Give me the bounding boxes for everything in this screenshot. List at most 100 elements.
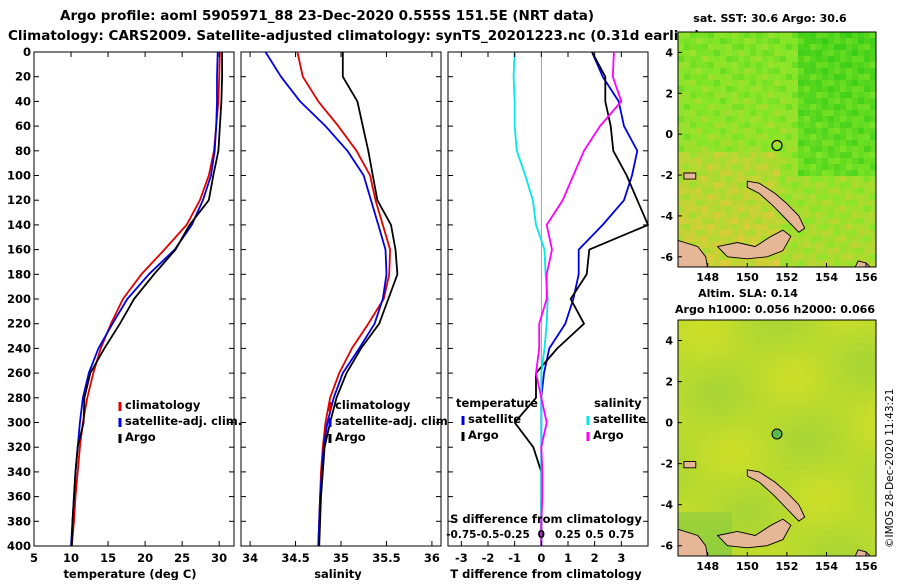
- heatmap-cell: [816, 242, 823, 249]
- heatmap-cell: [804, 524, 811, 531]
- heatmap-cell: [864, 458, 871, 465]
- x-tick-label: 3: [617, 551, 625, 565]
- heatmap-cell: [678, 206, 685, 213]
- heatmap-cell: [774, 164, 781, 171]
- heatmap-cell: [780, 56, 787, 63]
- heatmap-cell: [810, 236, 817, 243]
- heatmap-cell: [852, 212, 859, 219]
- heatmap-cell: [696, 62, 703, 69]
- heatmap-cell: [750, 122, 757, 129]
- heatmap-cell: [870, 200, 876, 207]
- heatmap-cell: [792, 518, 799, 525]
- heatmap-cell: [792, 164, 799, 171]
- heatmap-cell: [840, 98, 847, 105]
- heatmap-cell: [840, 542, 847, 549]
- heatmap-cell: [684, 236, 691, 243]
- heatmap-cell: [678, 230, 685, 237]
- heatmap-cell: [708, 530, 715, 537]
- heatmap-cell: [738, 224, 745, 231]
- heatmap-cell: [870, 170, 876, 177]
- heatmap-cell: [804, 542, 811, 549]
- heatmap-cell: [732, 122, 739, 129]
- heatmap-cell: [786, 554, 793, 556]
- heatmap-cell: [738, 500, 745, 507]
- heatmap-cell: [816, 344, 823, 351]
- heatmap-cell: [690, 518, 697, 525]
- heatmap-cell: [852, 350, 859, 357]
- heatmap-cell: [726, 368, 733, 375]
- heatmap-cell: [684, 152, 691, 159]
- heatmap-cell: [744, 74, 751, 81]
- heatmap-cell: [768, 206, 775, 213]
- y-tick-label: 260: [7, 366, 31, 380]
- heatmap-cell: [870, 230, 876, 237]
- heatmap-cell: [834, 188, 841, 195]
- heatmap-cell: [834, 260, 841, 267]
- heatmap-cell: [780, 152, 787, 159]
- heatmap-cell: [738, 350, 745, 357]
- heatmap-cell: [678, 56, 685, 63]
- heatmap-cell: [828, 206, 835, 213]
- heatmap-cell: [834, 464, 841, 471]
- heatmap-cell: [828, 320, 835, 327]
- heatmap-cell: [762, 110, 769, 117]
- heatmap-cell: [696, 446, 703, 453]
- heatmap-cell: [834, 74, 841, 81]
- heatmap-cell: [744, 140, 751, 147]
- heatmap-cell: [786, 140, 793, 147]
- heatmap-cell: [678, 104, 685, 111]
- heatmap-cell: [762, 338, 769, 345]
- heatmap-cell: [858, 110, 865, 117]
- heatmap-cell: [750, 158, 757, 165]
- heatmap-cell: [678, 362, 685, 369]
- heatmap-cell: [690, 368, 697, 375]
- heatmap-cell: [792, 332, 799, 339]
- heatmap-cell: [822, 62, 829, 69]
- heatmap-cell: [804, 176, 811, 183]
- heatmap-cell: [756, 74, 763, 81]
- heatmap-cell: [786, 194, 793, 201]
- sla-map-frame: [677, 319, 877, 557]
- heatmap-cell: [726, 38, 733, 45]
- heatmap-cell: [720, 494, 727, 501]
- heatmap-cell: [786, 44, 793, 51]
- heatmap-cell: [840, 152, 847, 159]
- heatmap-cell: [822, 422, 829, 429]
- heatmap-cell: [720, 152, 727, 159]
- heatmap-cell: [864, 326, 871, 333]
- heatmap-cell: [840, 356, 847, 363]
- heatmap-cell: [804, 140, 811, 147]
- heatmap-cell: [858, 56, 865, 63]
- heatmap-cell: [852, 374, 859, 381]
- heatmap-cell: [864, 320, 871, 327]
- heatmap-cell: [834, 140, 841, 147]
- heatmap-cell: [720, 404, 727, 411]
- heatmap-cell: [834, 338, 841, 345]
- x-tick-label: 0: [537, 551, 545, 565]
- heatmap-cell: [846, 212, 853, 219]
- heatmap-cell: [780, 164, 787, 171]
- heatmap-cell: [678, 110, 685, 117]
- heatmap-cell: [822, 122, 829, 129]
- heatmap-cell: [684, 122, 691, 129]
- heatmap-cell: [690, 212, 697, 219]
- heatmap-cell: [858, 458, 865, 465]
- heatmap-cell: [840, 116, 847, 123]
- heatmap-cell: [696, 434, 703, 441]
- heatmap-cell: [738, 206, 745, 213]
- heatmap-cell: [858, 374, 865, 381]
- heatmap-cell: [858, 452, 865, 459]
- y-tick-label: 180: [7, 267, 31, 281]
- heatmap-cell: [750, 146, 757, 153]
- heatmap-cell: [798, 536, 805, 543]
- figure-title-line1: Argo profile: aoml 5905971_88 23-Dec-202…: [60, 8, 594, 24]
- heatmap-cell: [786, 458, 793, 465]
- heatmap-cell: [858, 68, 865, 75]
- heatmap-cell: [864, 542, 871, 549]
- heatmap-cell: [810, 512, 817, 519]
- heatmap-cell: [714, 206, 721, 213]
- heatmap-cell: [822, 392, 829, 399]
- heatmap-cell: [822, 68, 829, 75]
- heatmap-cell: [858, 188, 865, 195]
- heatmap-cell: [690, 104, 697, 111]
